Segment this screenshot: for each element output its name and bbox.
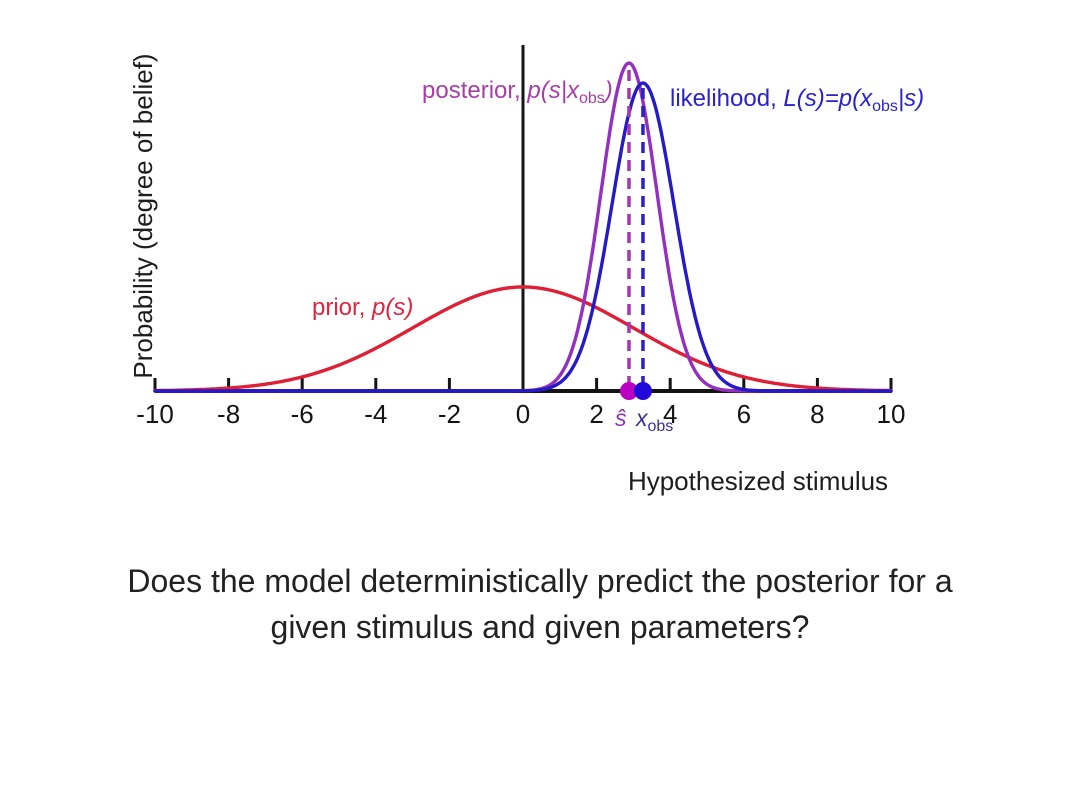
x-tick-label: 0 (516, 399, 530, 429)
x-obs-label: xobs (635, 405, 673, 435)
x-tick-label: -10 (136, 399, 174, 429)
likelihood-label: likelihood, L(s)=p(xobs|s) (670, 85, 924, 115)
x-tick-label: 2 (589, 399, 603, 429)
x-tick-label: 6 (737, 399, 751, 429)
x-tick-label: -2 (438, 399, 461, 429)
s-hat-dot (619, 382, 638, 400)
prior-curve (153, 285, 893, 393)
question-line-2: given stimulus and given parameters? (270, 609, 810, 645)
x-axis-title: Hypothesized stimulus (628, 466, 888, 496)
question-text: Does the model deterministically predict… (0, 558, 1080, 650)
bayesian-inference-chart: Probability (degree of belief) -10 -8 -6 -4… (128, 45, 924, 496)
x-tick-label: -4 (364, 399, 387, 429)
x-tick-label: 10 (877, 399, 906, 429)
x-tick-label: 8 (810, 399, 824, 429)
markers (619, 66, 652, 400)
x-obs-dot (633, 382, 652, 400)
x-ticks: -10 -8 -6 -4 -2 0 2 4 6 8 10 (136, 378, 905, 429)
likelihood-curve (153, 81, 893, 393)
x-tick-label: -8 (217, 399, 240, 429)
x-tick-label: -6 (291, 399, 314, 429)
prior-label: prior, p(s) (312, 294, 413, 321)
s-hat-label: ŝ (615, 405, 627, 431)
x-tick-label: 4 (663, 399, 677, 429)
y-axis-label: Probability (degree of belief) (128, 53, 158, 378)
question-line-1: Does the model deterministically predict… (127, 563, 953, 599)
posterior-label: posterior, p(s|xobs) (422, 77, 613, 107)
